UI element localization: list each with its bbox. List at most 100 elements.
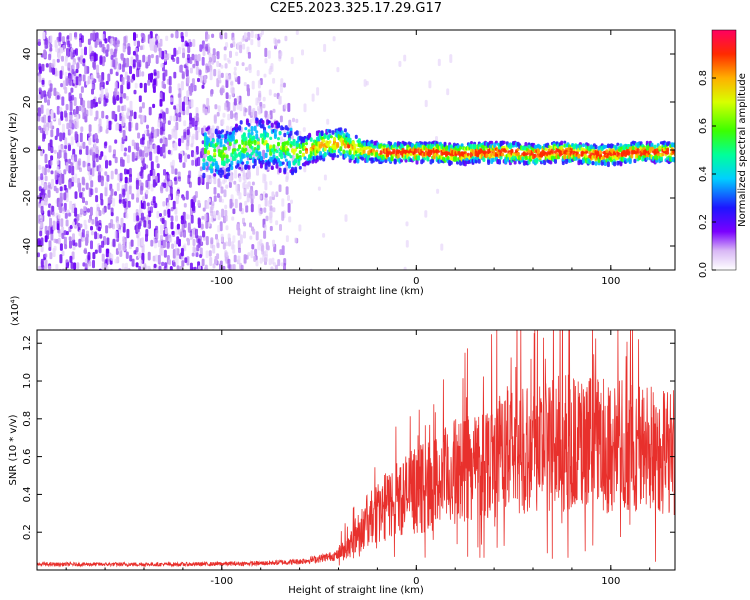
spectrogram-cell xyxy=(138,95,142,103)
spectrogram-cell xyxy=(163,209,167,216)
spectrogram-cell xyxy=(61,173,65,184)
spectrogram-cell xyxy=(70,136,74,146)
spectrogram-cell xyxy=(46,108,50,116)
spectrogram-cell xyxy=(250,30,254,39)
spectrogram-cell xyxy=(278,131,282,135)
spectrogram-cell xyxy=(40,260,44,266)
spectrogram-cell xyxy=(256,166,259,176)
spectrogram-cell xyxy=(40,173,44,181)
spectrogram-cell xyxy=(224,204,228,210)
spectrogram-cell xyxy=(141,71,145,77)
spectrogram-cell xyxy=(55,238,59,244)
spectrogram-cell xyxy=(56,95,60,100)
spectrogram-cell xyxy=(305,142,308,146)
spectrogram-cell xyxy=(317,186,321,191)
spectrogram-cell xyxy=(164,138,168,148)
spectrogram-cell xyxy=(656,153,660,157)
spectrogram-cell xyxy=(37,176,41,181)
spectrogram-cell xyxy=(43,114,47,124)
spectrogram-cell xyxy=(180,219,184,225)
spectrogram-cell xyxy=(38,265,42,270)
spectrogram-cell xyxy=(109,195,113,204)
spectrogram-cell xyxy=(225,92,229,100)
spectrogram-cell xyxy=(90,188,94,196)
spectrogram-cell xyxy=(259,156,263,161)
spectrogram-cell xyxy=(96,64,99,75)
spectrogram-cell xyxy=(126,57,130,68)
spectrogram-cell xyxy=(257,97,261,104)
spectrogram-cell xyxy=(88,124,92,133)
spectrogram-cell xyxy=(659,156,663,162)
spectrogram-cell xyxy=(250,250,254,259)
spectrogram-cell xyxy=(47,142,51,152)
spectrogram-cell xyxy=(70,87,74,93)
spectrogram-cell xyxy=(194,157,198,167)
spectrogram-cell xyxy=(194,191,198,199)
spectrogram-cell xyxy=(130,239,134,247)
spectrogram-cell xyxy=(182,52,185,59)
colorbar-tick-label: 0.0 xyxy=(698,262,709,278)
spectrogram-cell xyxy=(69,255,73,263)
spectrogram-cell xyxy=(228,181,232,188)
spectrogram-cell xyxy=(224,146,228,151)
spectrogram-cell xyxy=(189,230,193,237)
spectrogram-cell xyxy=(178,46,181,55)
spectrogram-cell xyxy=(182,48,186,55)
spectrogram-cell xyxy=(220,64,224,69)
spectrogram-cell xyxy=(60,218,64,227)
spectrogram-cell xyxy=(202,158,206,162)
spectrogram-cell xyxy=(69,200,73,210)
spectrogram-cell xyxy=(147,265,151,270)
spectrogram-cell xyxy=(485,153,489,158)
spectrogram-cell xyxy=(49,120,53,129)
spectrogram-cell xyxy=(224,214,228,222)
spectrogram-cell xyxy=(170,215,174,222)
spectrogram-cell xyxy=(449,54,453,63)
spectrogram-cell xyxy=(76,142,80,147)
spectrogram-cell xyxy=(69,50,73,57)
chart-title: C2E5.2023.325.17.29.G17 xyxy=(269,1,443,16)
spectrogram-cell xyxy=(329,135,333,139)
spectrogram-cell xyxy=(69,224,73,229)
spectrogram-cell xyxy=(160,63,164,68)
spectrogram-cell xyxy=(315,155,319,160)
spectrogram-cell xyxy=(110,212,114,217)
spectrogram-cell xyxy=(249,155,252,159)
spectrogram-cell xyxy=(183,229,186,238)
spectrogram-cell xyxy=(230,160,234,166)
spectrogram-cell xyxy=(126,228,130,239)
spectrogram-cell xyxy=(243,254,247,264)
spectrogram-cell xyxy=(131,139,135,147)
spectrogram-cell xyxy=(336,154,340,158)
spectrogram-cell xyxy=(248,65,252,74)
spectrogram-cell xyxy=(220,233,224,243)
spectrogram-cell xyxy=(146,202,150,207)
spectrogram-cell xyxy=(80,86,84,94)
spectrogram-cell xyxy=(398,60,402,67)
spectrogram-cell xyxy=(229,198,233,209)
spectrogram-cell xyxy=(187,222,191,231)
spectrogram-cell xyxy=(141,114,145,123)
spectrogram-cell xyxy=(101,240,105,248)
spectrogram-cell xyxy=(104,38,108,44)
spectrogram-cell xyxy=(38,164,42,170)
spectrogram-cell xyxy=(222,154,226,159)
spectrogram-cell xyxy=(181,101,185,112)
spectrogram-cell xyxy=(58,32,62,42)
spectrogram-cell xyxy=(285,235,289,243)
spectrogram-cell xyxy=(163,83,166,89)
spectrogram-cell xyxy=(94,231,98,240)
spectrogram-cell xyxy=(275,191,279,198)
spectrogram-cell xyxy=(74,191,78,200)
spectrogram-cell xyxy=(58,118,62,126)
spectrogram-cell xyxy=(49,47,53,52)
spectrogram-cell xyxy=(58,177,62,186)
spectrogram-cell xyxy=(163,169,166,176)
spectrogram-cell xyxy=(195,66,199,75)
spectrogram-cell xyxy=(229,50,232,58)
spectrogram-cell xyxy=(286,127,290,131)
spectrogram-cell xyxy=(50,129,54,138)
spectrogram-cell xyxy=(169,186,173,197)
spectrogram-cell xyxy=(85,161,88,167)
spectrogram-cell xyxy=(173,105,177,110)
